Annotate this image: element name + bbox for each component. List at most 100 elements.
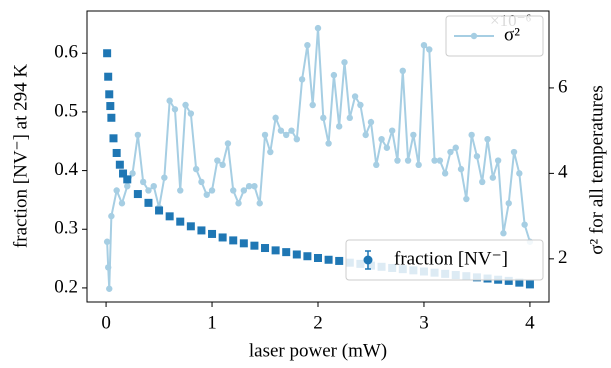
point xyxy=(325,140,332,147)
point xyxy=(494,157,502,164)
y-tick-label: 0.5 xyxy=(54,100,78,121)
point xyxy=(479,178,486,186)
point xyxy=(112,148,121,157)
point xyxy=(399,67,406,75)
point xyxy=(103,49,112,58)
point xyxy=(388,127,396,134)
x-tick-label: 3 xyxy=(419,312,429,333)
legend-label: fraction [NV⁻] xyxy=(394,248,508,269)
point xyxy=(198,178,205,186)
point xyxy=(107,113,116,122)
point xyxy=(457,165,465,173)
point xyxy=(208,229,217,238)
point xyxy=(272,114,279,122)
point xyxy=(214,157,221,164)
point xyxy=(404,157,412,164)
point xyxy=(104,72,113,81)
point xyxy=(106,285,113,292)
point xyxy=(463,195,470,203)
point xyxy=(171,106,179,113)
point xyxy=(104,264,112,271)
point xyxy=(161,174,168,181)
plot-frame xyxy=(86,10,550,303)
point xyxy=(150,182,157,190)
point xyxy=(410,131,417,139)
point xyxy=(283,131,290,139)
point xyxy=(303,252,312,261)
x-axis-label: laser power (mW) xyxy=(249,340,387,361)
point xyxy=(176,217,185,226)
legend-swatch xyxy=(470,32,478,40)
point xyxy=(261,244,270,253)
point xyxy=(267,148,274,156)
point xyxy=(177,187,184,194)
point xyxy=(108,212,115,220)
point xyxy=(124,182,131,190)
point xyxy=(335,123,343,130)
point xyxy=(436,157,444,164)
x-tick-label: 2 xyxy=(313,312,323,333)
point xyxy=(330,71,338,79)
point xyxy=(256,200,263,207)
point xyxy=(123,175,132,184)
legend-box xyxy=(345,239,544,281)
point xyxy=(473,153,481,160)
point xyxy=(144,198,153,207)
point xyxy=(240,187,248,194)
point xyxy=(367,118,375,126)
x-tick-label: 1 xyxy=(207,312,217,333)
point xyxy=(192,165,200,173)
y2-tick-label: 2 xyxy=(558,247,568,268)
point xyxy=(309,101,316,109)
point xyxy=(208,187,216,194)
point xyxy=(373,161,380,169)
point xyxy=(139,178,147,186)
point xyxy=(516,170,523,177)
point xyxy=(186,222,195,231)
point xyxy=(235,200,242,207)
point xyxy=(383,144,391,151)
point xyxy=(145,187,152,194)
point xyxy=(113,187,120,194)
point xyxy=(182,101,189,109)
point xyxy=(115,160,124,169)
point xyxy=(314,24,322,32)
point xyxy=(298,76,306,83)
point xyxy=(134,131,142,139)
point xyxy=(335,256,344,265)
point xyxy=(282,248,291,257)
point xyxy=(324,255,333,264)
point xyxy=(129,170,136,177)
point xyxy=(250,241,259,250)
point xyxy=(320,114,327,122)
point xyxy=(431,157,438,164)
point xyxy=(133,190,142,199)
y2-tick-label: 4 xyxy=(558,162,568,183)
point xyxy=(218,233,227,242)
y-tick-label: 0.6 xyxy=(54,42,78,63)
point xyxy=(109,134,118,143)
point xyxy=(245,182,253,190)
point xyxy=(187,110,195,117)
point xyxy=(239,239,248,248)
point xyxy=(229,236,238,245)
point xyxy=(288,127,295,134)
point xyxy=(505,200,512,207)
point xyxy=(292,250,301,259)
point xyxy=(261,131,269,139)
point xyxy=(293,135,301,143)
y-tick-label: 0.4 xyxy=(54,159,78,180)
legend-box xyxy=(445,15,544,57)
point xyxy=(203,191,210,198)
point xyxy=(484,135,491,143)
point xyxy=(452,144,459,151)
point xyxy=(504,276,513,285)
point xyxy=(500,230,507,237)
y2-axis-label: σ² for all temperatures xyxy=(586,85,607,254)
point xyxy=(426,46,433,53)
point xyxy=(378,135,385,143)
y2-tick-label: 6 xyxy=(558,76,568,97)
y-tick-label: 0.2 xyxy=(54,276,78,297)
point xyxy=(304,41,311,49)
